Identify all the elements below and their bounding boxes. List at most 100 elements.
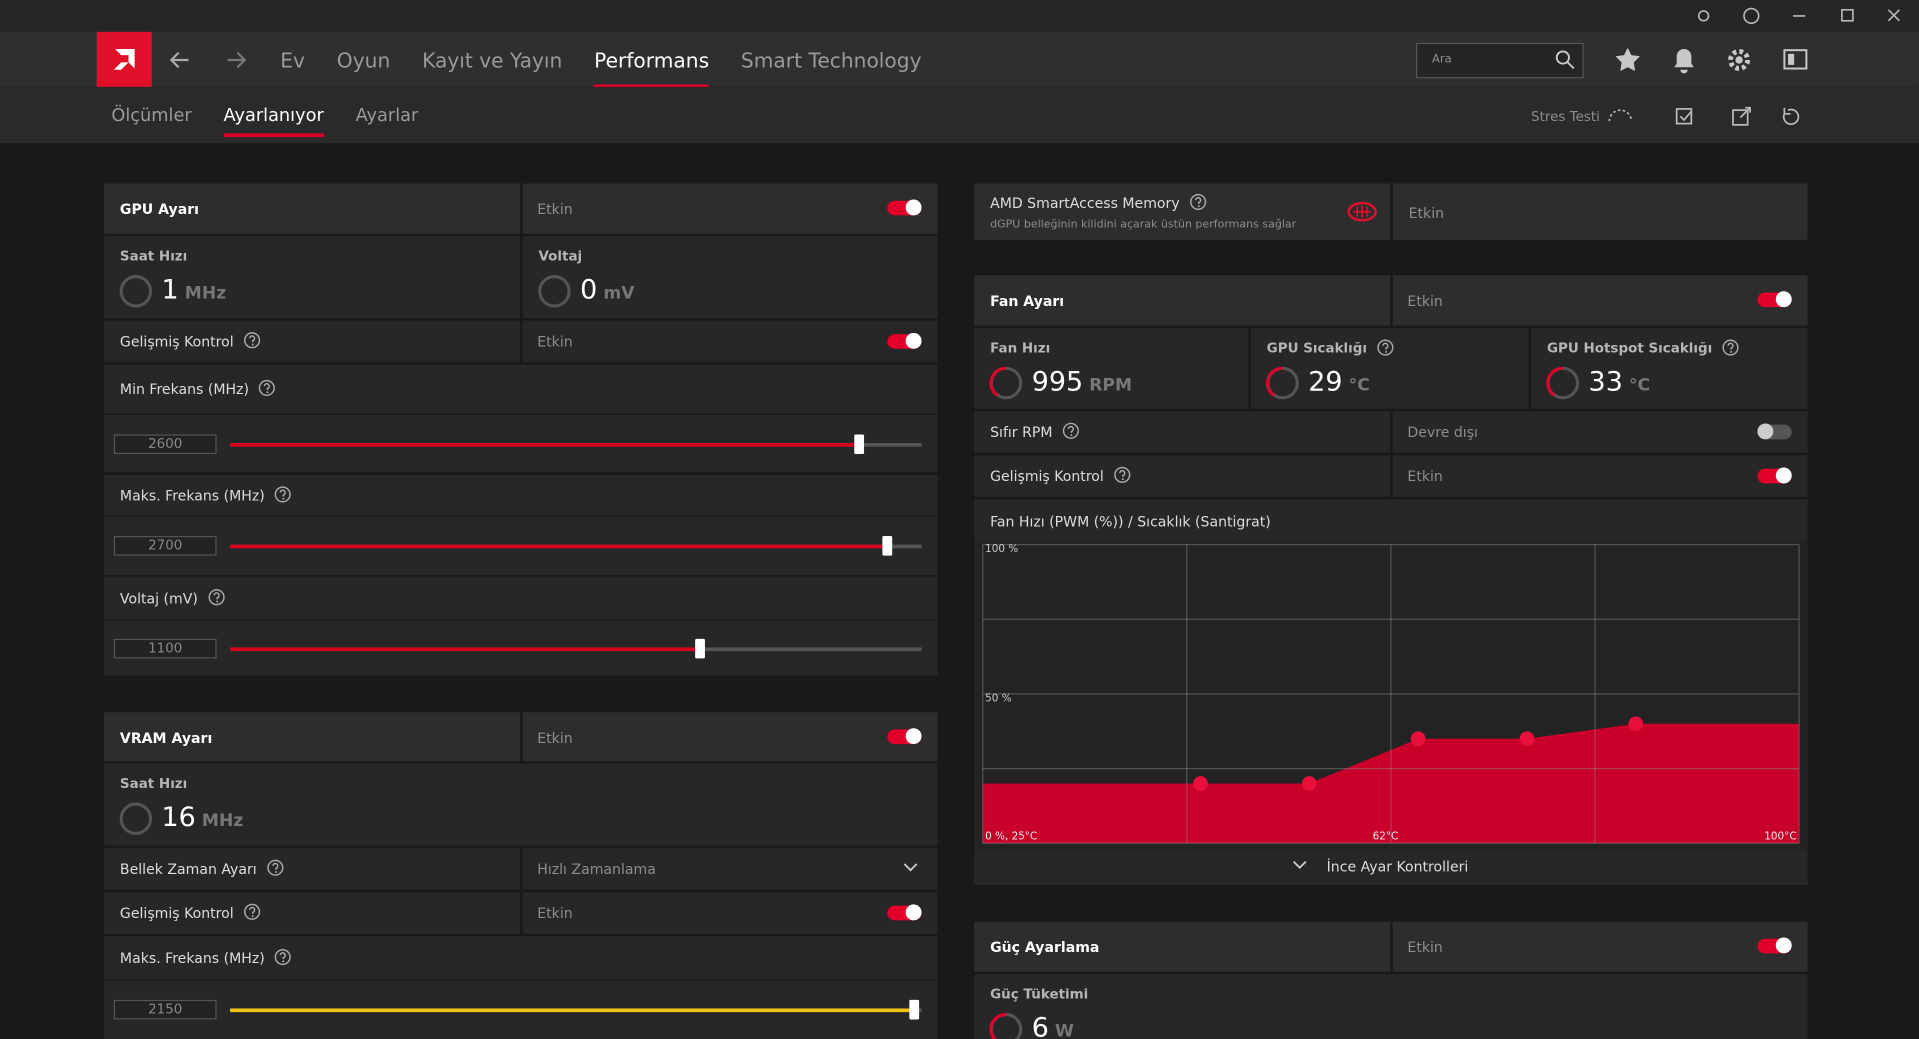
help-mark [1118,469,1126,477]
curve-point[interactable] [1519,731,1535,747]
x-label: 100°C [1764,831,1796,843]
title-bar [0,0,1919,32]
sam-info: AMD SmartAccess Memory dGPU belleğinin k… [974,183,1391,240]
slider-thumb[interactable] [909,999,920,1020]
metric-label: GPU Hotspot Sıcaklığı [1546,340,1713,357]
tab[interactable]: Performans [594,49,709,89]
slider-fill [230,646,701,651]
nav-tabs: Ev Oyun Kayıt ve Yayın Performans Smart Tech… [280,48,922,89]
status: Etkin [537,904,573,922]
tab[interactable]: Oyun [336,48,391,73]
tab[interactable]: Ev [280,48,305,73]
tab[interactable]: Ayarlanıyor [223,106,324,138]
metric-label: Saat Hızı [119,248,188,265]
tab[interactable]: Smart Technology [740,48,922,73]
help-dot [251,343,254,346]
help-mark [213,592,220,600]
value-box[interactable]: 2600 [113,433,217,454]
gauge-arc [1546,366,1563,397]
curve-title: Fan Hızı (PWM (%)) / Sıcaklık (Santigrat… [990,512,1271,530]
label: Min Frekans (MHz) [119,380,249,398]
toggle[interactable] [1757,937,1792,954]
voltage-cell: Voltaj 0 mV [522,236,938,319]
search-box[interactable]: Ara [1415,42,1584,79]
gauge [989,366,1023,400]
advanced-cell: Gelişmiş Kontrol [104,892,521,934]
panel-title: VRAM Ayarı [119,729,213,747]
toggle[interactable] [1757,291,1792,308]
help-ring [1062,422,1079,439]
slider-row: 1100 [104,620,938,676]
unit: MHz [184,283,227,304]
label: Gelişmiş Kontrol [990,467,1104,485]
metric-label: Güç Tüketimi [990,986,1089,1003]
sam-icon [1347,201,1377,222]
help-mark [1727,342,1734,350]
toolbar-icons[interactable] [1613,44,1815,76]
help-dot [1121,478,1124,481]
metric-value: 29 °C [1308,367,1370,398]
toggle[interactable] [887,199,922,216]
slider-row: 2600 [104,414,938,473]
panel-title: Güç Ayarlama [990,938,1100,956]
help-mark [1194,196,1202,204]
advanced-cell: Gelişmiş Kontrol [104,320,521,363]
curve-point[interactable] [1410,731,1426,747]
toggle[interactable] [1757,423,1792,440]
action-icons[interactable] [1606,104,1814,128]
tab[interactable]: Ayarlar [355,106,419,127]
fine-tune-link[interactable]: İnce Ayar Kontrolleri [1326,857,1469,876]
metric-cell: Fan Hızı 995 RPM [974,327,1249,409]
stress-test[interactable]: Stres Testi [1531,108,1600,125]
curve-point[interactable] [1193,776,1208,791]
advanced-status: Etkin [1392,455,1808,497]
tab[interactable]: Kayıt ve Yayın [422,48,563,73]
value: 1 [161,275,179,306]
panel-title: Fan Ayarı [990,292,1065,310]
help-mark [248,906,256,914]
x-label: 0 %, 25°C [985,831,1037,843]
value-box[interactable]: 2150 [113,999,217,1020]
help-icon [1377,339,1394,356]
window-controls [1697,7,1900,25]
slider-thumb[interactable] [695,638,706,658]
help-dot [1730,350,1733,353]
slider-thumb[interactable] [854,433,865,454]
metric-value: 0 mV [580,275,634,306]
help-ring [259,379,276,397]
label: Sıfır RPM [990,423,1053,441]
history-arrows[interactable] [166,47,252,74]
gauge [989,1013,1023,1039]
help-icon [243,332,261,349]
help-mark [279,952,287,960]
sam-status: Etkin [1392,183,1808,240]
zero-rpm-status: Devre dışı [1392,411,1808,453]
label: Gelişmiş Kontrol [119,332,234,351]
tab[interactable]: Ölçümler [111,106,192,127]
curve-point[interactable] [1301,776,1317,791]
slider-thumb[interactable] [882,536,892,556]
unit: MHz [201,811,244,831]
gauge [1265,366,1299,400]
timing-dropdown[interactable]: Hızlı Zamanlama [522,848,938,890]
toggle[interactable] [887,904,922,921]
toggle[interactable] [887,728,922,745]
y-label: 50 % [985,692,1012,704]
value-box[interactable]: 2700 [113,536,217,556]
slider-label-row: Maks. Frekans (MHz) [104,936,938,980]
clock-cell: Saat Hızı 1 MHz [104,236,521,319]
help-ring [1377,339,1394,356]
help-dot [1197,205,1200,208]
gauge-ring [119,275,153,308]
label: Maks. Frekans (MHz) [119,487,265,505]
help-icon [1722,339,1739,356]
value-box[interactable]: 1100 [113,638,217,658]
toggle[interactable] [1757,467,1792,484]
fan-curve-chart[interactable]: 100 % 50 % 0 %, 25°C 62°C 100°C [974,540,1808,851]
curve-point[interactable] [1628,716,1644,732]
help-mark [271,862,279,870]
label: AMD SmartAccess Memory [990,194,1180,212]
amd-logo[interactable] [96,31,152,87]
toggle[interactable] [887,332,922,349]
